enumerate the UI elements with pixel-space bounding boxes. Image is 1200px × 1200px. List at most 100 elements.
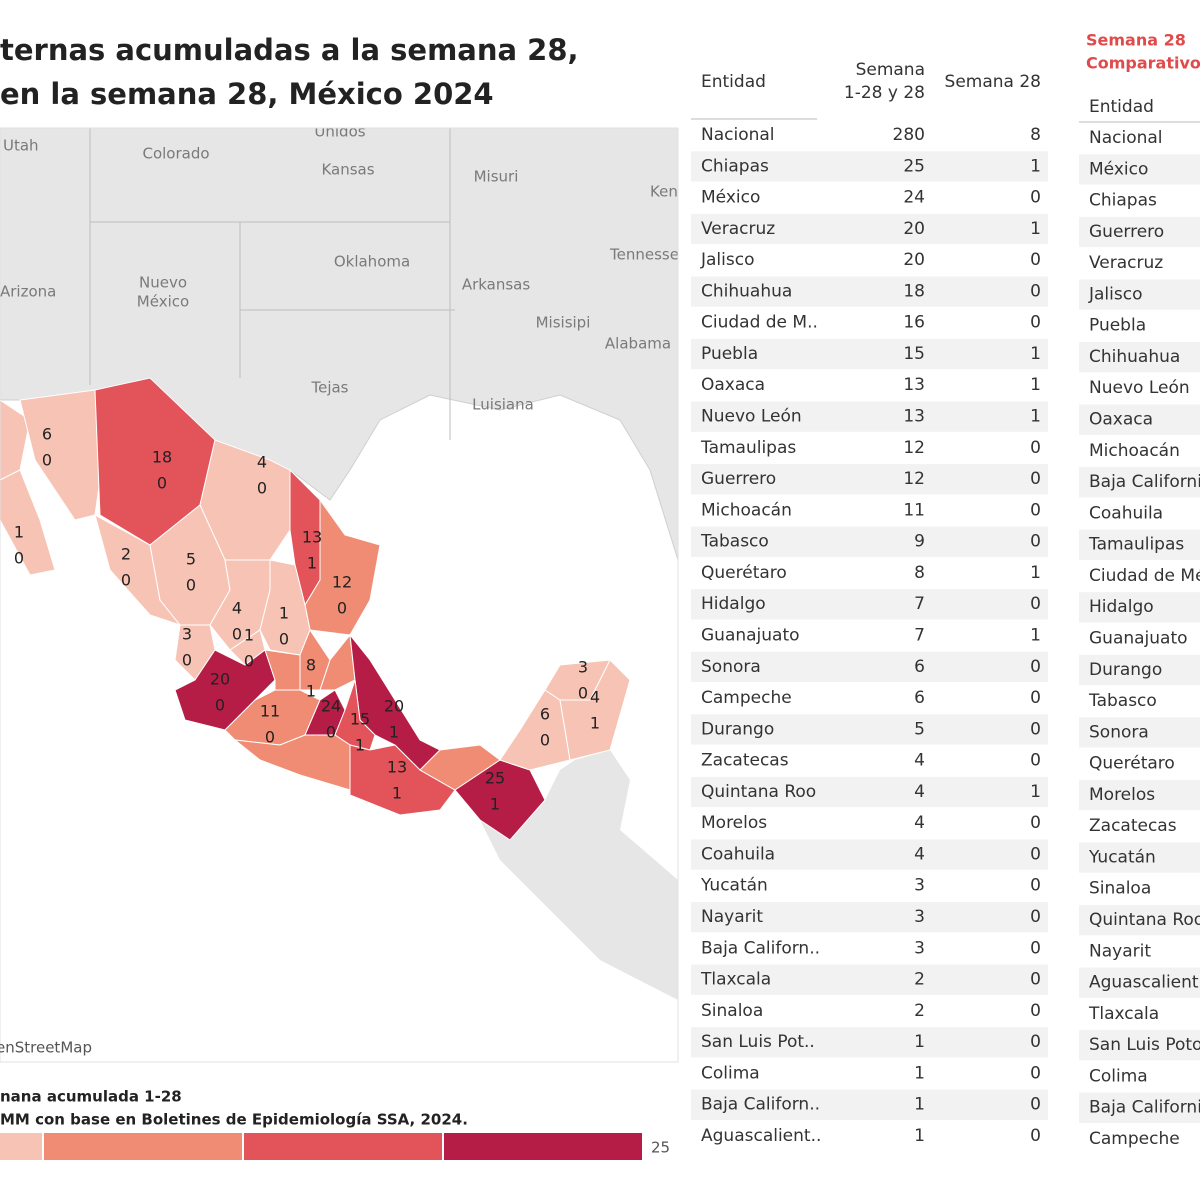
entity-name: Yucatán	[1088, 847, 1156, 867]
entity-name: Guerrero	[701, 469, 776, 489]
total-value: 4	[914, 782, 925, 802]
state	[174, 649, 276, 731]
state-week-label: 0	[540, 731, 550, 750]
place-label: Ken	[650, 183, 678, 201]
week-value: 0	[1030, 813, 1041, 833]
row-stripe	[691, 839, 1048, 870]
state-week-label: 1	[392, 784, 402, 803]
row-stripe	[1079, 1092, 1200, 1123]
state-total-label: 18	[152, 448, 172, 467]
state-total-label: 4	[257, 453, 267, 472]
total-value: 6	[914, 657, 925, 677]
row-stripe	[1079, 1030, 1200, 1061]
column-header: Semana 28	[945, 72, 1041, 92]
title-line: ternas acumuladas a la semana 28,	[0, 33, 579, 67]
state-total-label: 3	[182, 625, 192, 644]
week-value: 0	[1030, 844, 1041, 864]
table2-title: Comparativo a	[1086, 54, 1200, 73]
row-stripe	[691, 401, 1048, 432]
total-value: 20	[903, 219, 925, 239]
state-total-label: 24	[321, 697, 341, 716]
entity-name: Puebla	[1089, 316, 1146, 336]
entity-name: Yucatán	[700, 876, 768, 896]
state	[349, 744, 456, 816]
week-value: 0	[1030, 751, 1041, 771]
total-value: 8	[914, 563, 925, 583]
entity-name: Jalisco	[700, 250, 754, 270]
week-value: 0	[1030, 907, 1041, 927]
week-value: 0	[1030, 438, 1041, 458]
place-label: Misisipi	[536, 314, 591, 332]
entity-name: Quintana Roo	[701, 782, 816, 802]
state-total-label: 2	[121, 545, 131, 564]
week-value: 0	[1030, 1063, 1041, 1083]
entity-name: Tlaxcala	[1088, 1004, 1159, 1024]
state-total-label: 3	[578, 658, 588, 677]
state-week-label: 1	[490, 795, 500, 814]
entity-name: México	[1089, 159, 1148, 179]
row-stripe	[1079, 717, 1200, 748]
place-label: Tennessee	[609, 246, 688, 264]
week-value: 0	[1030, 250, 1041, 270]
total-value: 2	[914, 1001, 925, 1021]
week-value: 0	[1030, 281, 1041, 301]
legend-max: 25	[651, 1139, 670, 1157]
state	[454, 759, 546, 841]
state-total-label: 6	[540, 705, 550, 724]
state-total-label: 1	[279, 604, 289, 623]
entity-name: Nacional	[701, 125, 775, 145]
entity-name: Chiapas	[1089, 191, 1157, 211]
state-total-label: 13	[387, 758, 407, 777]
entity-name: Nacional	[1089, 128, 1163, 148]
row-stripe	[691, 651, 1048, 683]
state-week-label: 0	[186, 576, 196, 595]
state	[319, 633, 356, 691]
entity-name: Quintana Roo	[1089, 910, 1200, 930]
entity-name: Veracruz	[1089, 253, 1163, 273]
week-value: 0	[1030, 1095, 1041, 1115]
row-stripe	[691, 338, 1048, 370]
entity-name: San Luis Poto.	[1089, 1035, 1200, 1055]
place-label: Colorado	[142, 145, 209, 163]
row-stripe	[691, 902, 1048, 933]
state-week-label: 0	[232, 625, 242, 644]
state-total-label: 20	[384, 697, 404, 716]
table2-title: Semana 28	[1086, 31, 1186, 50]
total-value: 24	[903, 188, 925, 208]
state-week-label: 0	[265, 728, 275, 747]
entity-name: Guanajuato	[701, 625, 800, 645]
entity-name: Guerrero	[1089, 222, 1164, 242]
state-total-label: 1	[14, 523, 24, 542]
state-total-label: 11	[260, 702, 280, 721]
state-week-label: 1	[307, 554, 317, 573]
entity-name: Michoacán	[701, 500, 792, 520]
title-line: en la semana 28, México 2024	[0, 77, 494, 111]
total-value: 1	[914, 1032, 925, 1052]
entity-name: Querétaro	[1089, 754, 1175, 774]
state-week-label: 0	[337, 599, 347, 618]
total-value: 13	[903, 375, 925, 395]
row-stripe	[1079, 967, 1200, 998]
total-value: 1	[914, 1063, 925, 1083]
row-stripe	[1079, 779, 1200, 811]
row-stripe	[1079, 467, 1200, 498]
row-stripe	[691, 151, 1048, 182]
entity-name: Ciudad de M..	[701, 313, 818, 333]
entity-name: Nuevo León	[1089, 378, 1190, 398]
week-value: 0	[1030, 719, 1041, 739]
state-total-label: 5	[186, 550, 196, 569]
entity-name: Baja Californi.	[1089, 1098, 1200, 1118]
place-label: Nuevo	[139, 274, 187, 292]
week-value: 8	[1030, 125, 1041, 145]
week-value: 0	[1030, 970, 1041, 990]
entity-name: Nuevo León	[701, 407, 802, 427]
row-stripe	[691, 526, 1048, 557]
entity-name: Coahuila	[701, 844, 775, 864]
week-value: 0	[1030, 876, 1041, 896]
week-value: 0	[1030, 500, 1041, 520]
total-value: 1	[914, 1095, 925, 1115]
state-week-label: 1	[590, 714, 600, 733]
column-header: Entidad	[1089, 97, 1154, 117]
